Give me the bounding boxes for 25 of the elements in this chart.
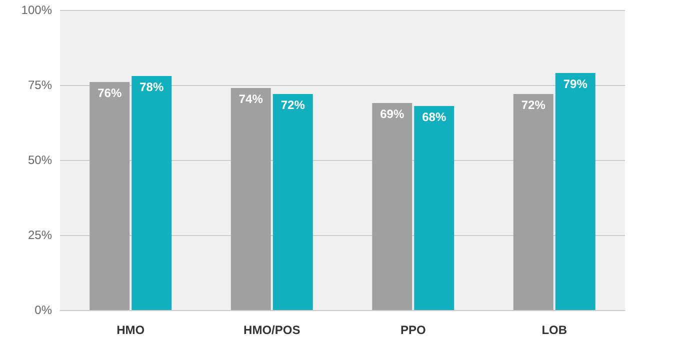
bar: [555, 73, 596, 310]
y-tick-label: 25%: [28, 228, 52, 242]
bar: [132, 76, 172, 310]
y-tick-label: 50%: [28, 153, 52, 167]
bar: [272, 94, 313, 310]
data-label: 78%: [140, 80, 164, 94]
x-tick-label: LOB: [542, 323, 568, 337]
bar: [230, 88, 271, 310]
x-tick-label: PPO: [400, 323, 426, 337]
x-tick-label: HMO: [116, 323, 145, 337]
x-tick-label: HMO/POS: [244, 323, 300, 337]
y-tick-label: 0%: [34, 303, 52, 317]
data-label: 72%: [280, 98, 306, 112]
data-label: 74%: [238, 92, 264, 106]
data-label: 69%: [380, 107, 404, 121]
bar: [414, 106, 454, 310]
bar: [372, 103, 412, 310]
bar: [513, 94, 554, 310]
y-tick-label: 100%: [21, 3, 52, 17]
y-tick-label: 75%: [28, 78, 52, 92]
data-label: 72%: [521, 98, 546, 112]
data-label: 79%: [563, 77, 588, 91]
data-label: 76%: [98, 86, 122, 100]
bar: [90, 82, 130, 310]
data-label: 68%: [422, 110, 446, 124]
